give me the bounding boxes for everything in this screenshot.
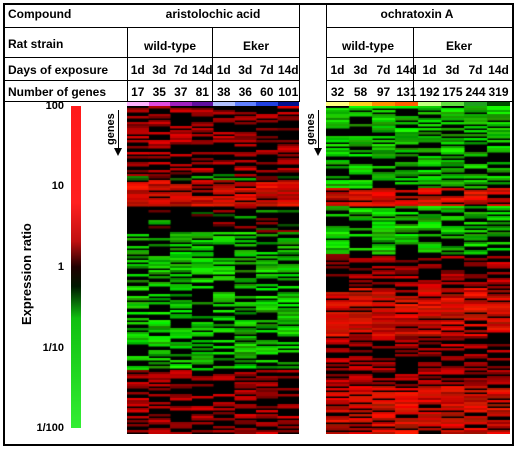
day-label: 7d [259, 63, 274, 77]
grid-line [5, 101, 299, 102]
gene-count: 17 [131, 85, 145, 99]
gene-count: 32 [330, 85, 345, 99]
gene-count: 97 [376, 85, 391, 99]
day-label: 14d [396, 63, 417, 77]
compound-ochratoxin: ochratoxin A [380, 7, 454, 21]
strain-aa-eker: Eker [242, 39, 270, 53]
day-label: 1d [330, 63, 345, 77]
condition-color-strip [148, 101, 170, 106]
days-row-label: Days of exposure [8, 63, 109, 77]
strain-row-label: Rat strain [8, 37, 64, 51]
grid-line [326, 57, 512, 58]
gene-count: 244 [465, 85, 486, 99]
condition-color-strip [441, 101, 464, 106]
scale-tick-1-10: 1/10 [42, 342, 64, 354]
gene-count: 58 [353, 85, 368, 99]
compound-row-label: Compound [8, 7, 72, 21]
day-label: 7d [173, 63, 188, 77]
scale-tick-100: 100 [45, 100, 64, 112]
condition-color-strip [487, 101, 510, 106]
condition-color-strip [418, 101, 441, 106]
heatmap-aristolochic-acid [127, 106, 299, 434]
day-label: 3d [353, 63, 368, 77]
day-label: 1d [422, 63, 437, 77]
grid-line [212, 27, 213, 102]
genes-arrow-head-2 [314, 148, 322, 156]
gene-count: 192 [419, 85, 440, 99]
condition-color-strip [372, 101, 395, 106]
gene-count: 36 [238, 85, 252, 99]
strain-ota-wt: wild-type [341, 39, 395, 53]
day-label: 14d [488, 63, 509, 77]
gene-count: 175 [442, 85, 463, 99]
grid-line [127, 27, 128, 102]
condition-color-strip [234, 101, 256, 106]
gene-count: 101 [278, 85, 299, 99]
day-label: 14d [191, 63, 213, 77]
condition-color-strip [256, 101, 278, 106]
genes-arrow-head [114, 148, 122, 156]
gene-count: 60 [260, 85, 274, 99]
compound-aristolochic: aristolochic acid [165, 7, 261, 21]
expression-ratio-label: Expression ratio [19, 223, 34, 325]
day-label: 7d [468, 63, 483, 77]
day-label: 3d [445, 63, 460, 77]
day-label: 1d [216, 63, 231, 77]
gene-count: 37 [174, 85, 188, 99]
condition-color-strip [170, 101, 192, 106]
grid-line [299, 5, 300, 102]
gene-count: 81 [195, 85, 209, 99]
grid-line [5, 57, 299, 58]
condition-color-strip [191, 101, 213, 106]
condition-color-strip [213, 101, 235, 106]
scale-tick-1: 1 [57, 261, 64, 273]
day-label: 3d [152, 63, 167, 77]
grid-line [326, 5, 327, 102]
day-label: 14d [277, 63, 299, 77]
gene-count: 35 [152, 85, 166, 99]
day-label: 3d [238, 63, 253, 77]
condition-color-strip [464, 101, 487, 106]
grid-line [5, 27, 299, 28]
genes-axis-label-2: genes [305, 113, 317, 145]
heatmap-ochratoxin-a [326, 106, 510, 434]
grid-line [326, 80, 512, 81]
strain-ota-eker: Eker [445, 39, 473, 53]
condition-color-strip [127, 101, 149, 106]
gene-count: 319 [488, 85, 509, 99]
genes-arrow-2 [318, 110, 319, 150]
grid-line [326, 27, 512, 28]
condition-color-strip [326, 101, 349, 106]
condition-color-strip [349, 101, 372, 106]
grid-line [326, 101, 512, 102]
genes-arrow [118, 110, 119, 150]
day-label: 7d [376, 63, 391, 77]
gene-count: 131 [396, 85, 417, 99]
strain-aa-wt: wild-type [143, 39, 197, 53]
genes-row-label: Number of genes [8, 85, 107, 99]
scale-tick-1-100: 1/100 [36, 422, 64, 434]
scale-tick-10: 10 [51, 180, 64, 192]
condition-color-strip [277, 101, 299, 106]
expression-color-scale [71, 106, 81, 428]
genes-axis-label: genes [105, 113, 117, 145]
day-label: 1d [130, 63, 145, 77]
grid-line [5, 80, 299, 81]
grid-line [413, 27, 414, 102]
gene-count: 38 [217, 85, 231, 99]
condition-color-strip [395, 101, 418, 106]
